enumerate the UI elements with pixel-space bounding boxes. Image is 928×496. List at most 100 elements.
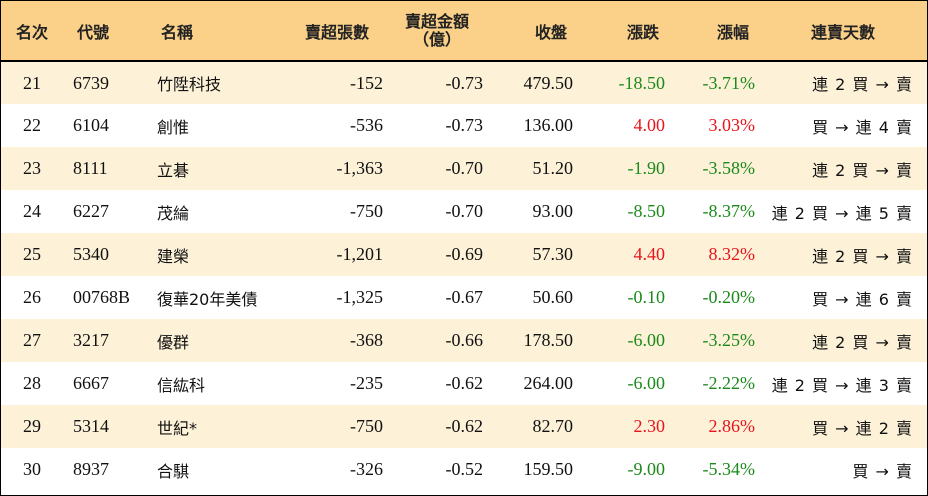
header-change-pct: 漲幅 <box>669 1 759 62</box>
cell-code: 6227 <box>73 201 109 221</box>
cell-net-sell-shares: -152 <box>350 72 383 93</box>
cell-streak: 連 2 買 → 賣 <box>812 332 913 352</box>
table-header: 名次 代號 名稱 賣超張數 賣超金額 （億） 收盤 漲跌 漲幅 連賣天數 <box>1 1 927 62</box>
cell-streak: 連 2 買 → 連 5 賣 <box>771 203 913 223</box>
table-row: 22 6104 創惟 -536 -0.73 136.00 4.00 3.03% 買 → 連 4 … <box>1 104 927 147</box>
table-row: 26 00768B 復華20年美債 -1,325 -0.67 50.60 -0.10 -0.2… <box>1 276 927 319</box>
cell-rank: 24 <box>23 201 41 221</box>
cell-name: 復華20年美債 <box>157 289 258 309</box>
cell-net-sell-shares: -235 <box>350 373 383 393</box>
cell-net-sell-shares: -536 <box>350 115 383 135</box>
cell-change: 4.00 <box>633 115 666 135</box>
cell-streak: 連 2 買 → 賣 <box>812 160 913 180</box>
cell-rank: 28 <box>23 373 41 393</box>
cell-close: 93.00 <box>532 201 574 221</box>
cell-net-sell-shares: -368 <box>350 330 383 350</box>
cell-net-sell-shares: -1,325 <box>336 287 384 307</box>
cell-change-pct: -8.37% <box>702 201 756 221</box>
cell-change-pct: 8.32% <box>708 244 756 264</box>
cell-net-sell-amount: -0.62 <box>445 373 484 393</box>
table-row: 27 3217 優群 -368 -0.66 178.50 -6.00 -3.25% 連 2 買 … <box>1 319 927 362</box>
cell-net-sell-shares: -1,363 <box>336 158 384 178</box>
cell-streak: 連 2 買 → 賣 <box>812 246 913 266</box>
header-code: 代號 <box>63 1 147 62</box>
cell-net-sell-shares: -326 <box>350 459 383 479</box>
cell-net-sell-amount: -0.73 <box>445 72 484 93</box>
cell-change: -8.50 <box>627 201 666 221</box>
cell-code: 6104 <box>73 115 109 135</box>
cell-rank: 29 <box>23 416 41 436</box>
cell-close: 178.50 <box>523 330 574 350</box>
cell-rank: 22 <box>23 115 41 135</box>
cell-close: 136.00 <box>523 115 574 135</box>
cell-change: 4.40 <box>633 244 666 264</box>
cell-change-pct: -0.20% <box>702 287 756 307</box>
table-row: 25 5340 建榮 -1,201 -0.69 57.30 4.40 8.32% 連 2 買 →… <box>1 233 927 276</box>
header-row: 名次 代號 名稱 賣超張數 賣超金額 （億） 收盤 漲跌 漲幅 連賣天數 <box>1 1 927 62</box>
cell-close: 159.50 <box>523 459 574 479</box>
cell-code: 6739 <box>73 72 109 93</box>
cell-code: 8111 <box>73 158 108 178</box>
cell-name: 合騏 <box>157 461 190 481</box>
cell-rank: 21 <box>23 72 41 93</box>
header-net-sell-amount-unit: （億） <box>412 29 461 49</box>
table-row: 29 5314 世紀* -750 -0.62 82.70 2.30 2.86% 買 → 連 2 … <box>1 405 927 448</box>
cell-close: 51.20 <box>532 158 574 178</box>
cell-change: -9.00 <box>627 459 666 479</box>
table-row: 28 6667 信紘科 -235 -0.62 264.00 -6.00 -2.22% 連 2 買… <box>1 362 927 405</box>
table-row: 21 6739 竹陞科技 -152 -0.73 479.50 -18.50 -3.71% 連 2… <box>1 61 927 104</box>
cell-code: 00768B <box>73 287 131 307</box>
cell-close: 479.50 <box>523 72 574 93</box>
header-close: 收盤 <box>487 1 577 62</box>
cell-streak: 買 → 賣 <box>852 461 913 481</box>
cell-change: -18.50 <box>618 72 666 93</box>
table-row: 30 8937 合騏 -326 -0.52 159.50 -9.00 -5.34% 買 → 賣 <box>1 448 927 491</box>
cell-close: 57.30 <box>532 244 574 264</box>
cell-net-sell-amount: -0.67 <box>445 287 484 307</box>
cell-change: -6.00 <box>627 330 666 350</box>
cell-change: -1.90 <box>627 158 666 178</box>
cell-change: 2.30 <box>633 416 666 436</box>
header-change: 漲跌 <box>577 1 669 62</box>
cell-name: 建榮 <box>157 246 190 266</box>
cell-net-sell-shares: -750 <box>350 416 383 436</box>
cell-code: 5340 <box>73 244 109 264</box>
cell-change-pct: -3.25% <box>702 330 756 350</box>
cell-rank: 23 <box>23 158 41 178</box>
header-name: 名稱 <box>147 1 287 62</box>
cell-change-pct: 3.03% <box>708 115 756 135</box>
cell-change-pct: -3.71% <box>702 72 756 93</box>
cell-name: 茂綸 <box>157 203 190 223</box>
cell-code: 8937 <box>73 459 109 479</box>
cell-net-sell-amount: -0.73 <box>445 115 484 135</box>
cell-change-pct: -5.34% <box>702 459 756 479</box>
cell-change-pct: 2.86% <box>708 416 756 436</box>
cell-net-sell-amount: -0.66 <box>445 330 484 350</box>
cell-streak: 買 → 連 2 賣 <box>812 418 913 438</box>
cell-name: 竹陞科技 <box>157 75 222 94</box>
cell-name: 信紘科 <box>157 375 206 395</box>
cell-close: 82.70 <box>532 416 574 436</box>
cell-change: -0.10 <box>627 287 666 307</box>
cell-rank: 27 <box>23 330 41 350</box>
cell-net-sell-shares: -750 <box>350 201 383 221</box>
cell-name: 優群 <box>157 332 190 352</box>
cell-close: 50.60 <box>532 287 574 307</box>
cell-streak: 連 2 買 → 連 3 賣 <box>771 375 913 395</box>
cell-rank: 26 <box>23 287 41 307</box>
header-net-sell-amount-line1: 賣超金額 <box>404 11 469 31</box>
cell-change: -6.00 <box>627 373 666 393</box>
cell-net-sell-amount: -0.69 <box>445 244 484 264</box>
cell-name: 創惟 <box>157 117 190 137</box>
cell-code: 3217 <box>73 330 109 350</box>
cell-net-sell-amount: -0.62 <box>445 416 484 436</box>
cell-code: 6667 <box>73 373 109 393</box>
cell-streak: 買 → 連 4 賣 <box>812 117 913 137</box>
cell-streak: 買 → 連 6 賣 <box>812 289 913 309</box>
cell-name: 世紀* <box>157 418 198 438</box>
cell-change-pct: -2.22% <box>702 373 756 393</box>
table-body: 21 6739 竹陞科技 -152 -0.73 479.50 -18.50 -3.71% 連 2… <box>1 61 927 491</box>
cell-net-sell-shares: -1,201 <box>336 244 384 264</box>
table-row: 24 6227 茂綸 -750 -0.70 93.00 -8.50 -8.37% 連 2 買 →… <box>1 190 927 233</box>
cell-rank: 30 <box>23 459 41 479</box>
